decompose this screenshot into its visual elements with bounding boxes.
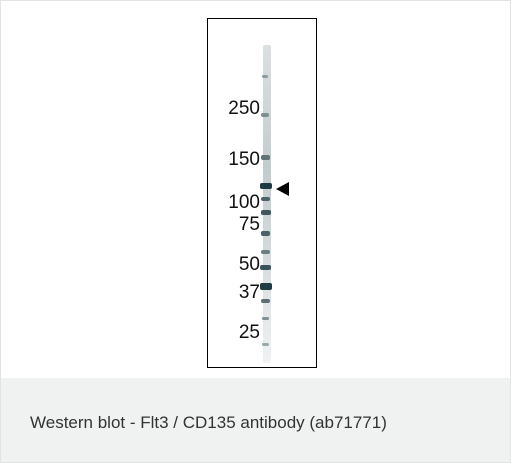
- lane-smear: [263, 45, 271, 363]
- figure-caption: Western blot - Flt3 / CD135 antibody (ab…: [30, 413, 387, 432]
- band-60: [261, 250, 270, 254]
- band-150: [261, 155, 270, 160]
- band-below-target: [261, 197, 270, 201]
- band-50b: [260, 283, 272, 290]
- band-25: [262, 343, 269, 346]
- caption-bar: Western blot - Flt3 / CD135 antibody (ab…: [1, 378, 510, 462]
- band-target-flt3: [260, 183, 272, 189]
- marker-label-150: 150: [228, 149, 260, 170]
- band-100: [261, 210, 271, 215]
- marker-label-50: 50: [238, 254, 260, 275]
- marker-label-100: 100: [228, 192, 260, 213]
- figure-image-area: 250 150 100 75 50 37 25: [1, 1, 510, 377]
- band-75: [261, 231, 270, 236]
- marker-label-250: 250: [228, 98, 260, 119]
- band-37: [261, 299, 270, 303]
- band-below-37: [262, 317, 269, 320]
- marker-label-25: 25: [238, 322, 260, 343]
- marker-label-37: 37: [238, 282, 260, 303]
- western-blot-image: 250 150 100 75 50 37 25: [207, 18, 317, 368]
- sample-lane: [256, 45, 278, 363]
- band-50a: [260, 265, 271, 270]
- marker-label-75: 75: [238, 214, 260, 235]
- band-250: [261, 113, 269, 117]
- band-faint-top: [262, 75, 268, 78]
- band-arrow-icon: [276, 182, 289, 196]
